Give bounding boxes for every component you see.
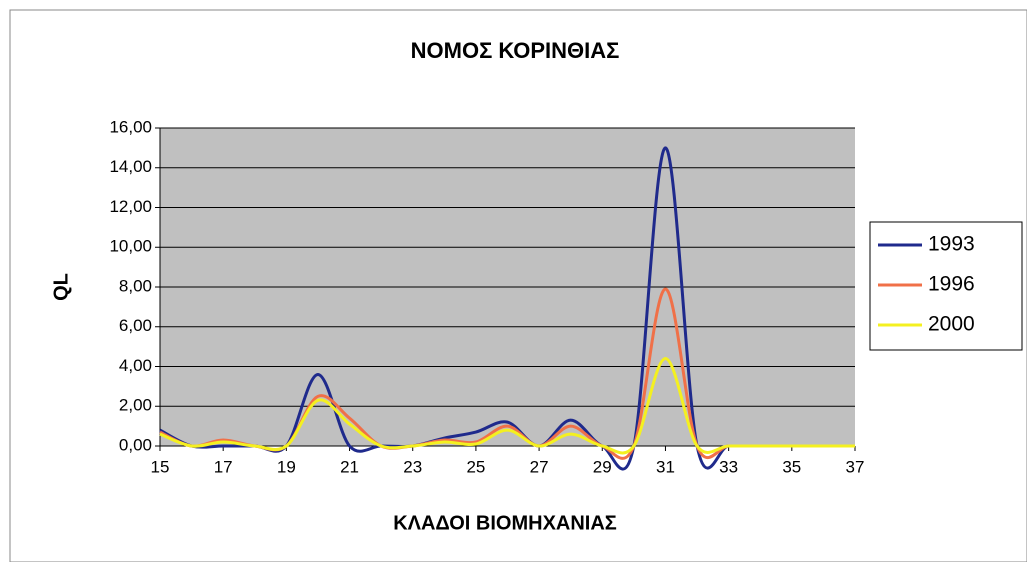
y-tick-label: 10,00 (109, 237, 152, 256)
x-tick-label: 23 (403, 457, 422, 476)
legend-label: 2000 (928, 313, 975, 336)
x-tick-label: 37 (846, 457, 865, 476)
y-tick-label: 6,00 (119, 316, 152, 335)
chart-title: ΝΟΜΟΣ ΚΟΡΙΝΘΙΑΣ (411, 38, 620, 63)
x-tick-label: 27 (530, 457, 549, 476)
y-tick-label: 4,00 (119, 356, 152, 375)
x-axis-label: ΚΛΑΔΟΙ ΒΙΟΜΗΧΑΝΙΑΣ (393, 512, 617, 534)
x-tick-label: 29 (593, 457, 612, 476)
x-tick-label: 35 (782, 457, 801, 476)
y-tick-label: 12,00 (109, 197, 152, 216)
x-tick-label: 21 (340, 457, 359, 476)
x-tick-label: 17 (214, 457, 233, 476)
x-tick-label: 15 (151, 457, 170, 476)
x-tick-label: 31 (656, 457, 675, 476)
x-tick-label: 25 (466, 457, 485, 476)
legend-label: 1993 (928, 233, 975, 256)
x-tick-label: 19 (277, 457, 296, 476)
y-tick-label: 2,00 (119, 396, 152, 415)
y-tick-label: 16,00 (109, 117, 152, 136)
y-axis-label: QL (50, 273, 72, 301)
y-tick-label: 14,00 (109, 157, 152, 176)
y-tick-label: 0,00 (119, 435, 152, 454)
y-tick-label: 8,00 (119, 276, 152, 295)
line-series (159, 357, 855, 455)
legend-label: 1996 (928, 273, 975, 296)
x-tick-label: 33 (719, 457, 738, 476)
